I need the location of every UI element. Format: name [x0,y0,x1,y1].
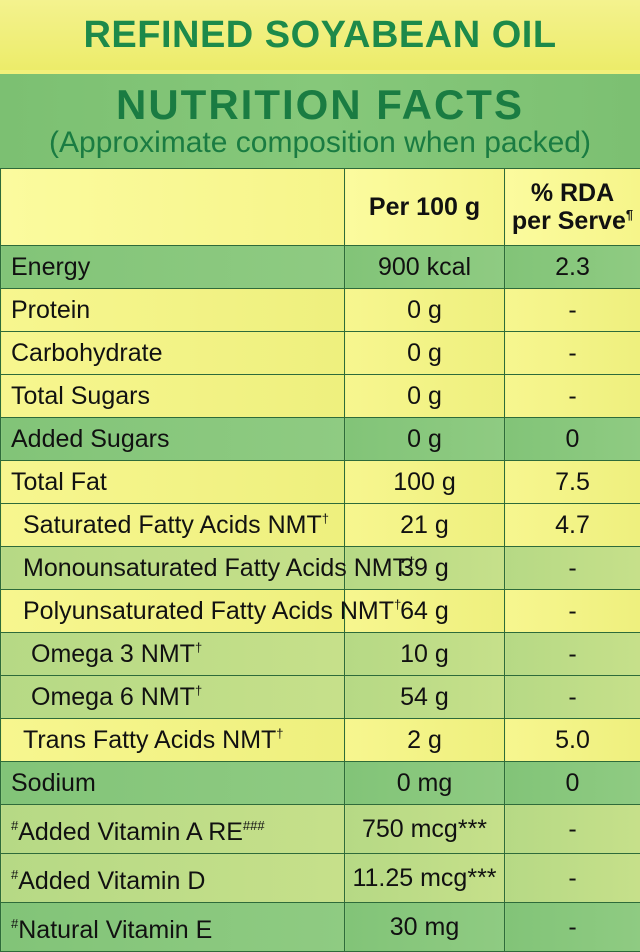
nutrient-name: Polyunsaturated Fatty Acids NMT† [1,590,345,633]
nutrient-label: Added Vitamin A RE [18,818,243,846]
table-row: Carbohydrate 0 g- [1,332,640,375]
nutrient-name: Protein [1,289,345,332]
nutrient-name: Omega 3 NMT† [1,633,345,676]
nutrient-name: Omega 6 NMT† [1,676,345,719]
table-row: Protein 0 g- [1,289,640,332]
header-per-100g: Per 100 g [345,169,505,246]
rda-value: - [505,590,640,633]
per-100g-value: 0 g [345,289,505,332]
table-row: Total Sugars 0 g- [1,375,640,418]
rda-value: - [505,332,640,375]
rda-value: - [505,289,640,332]
nutrient-label: Omega 6 NMT [31,683,195,711]
per-100g-value: 900 kcal [345,246,505,289]
nutrient-mark: † [322,511,329,526]
nutrient-name: Total Sugars [1,375,345,418]
nutrient-label: Total Fat [11,468,107,496]
header-rda-line1: % RDA [531,179,614,207]
nutrient-name: Carbohydrate [1,332,345,375]
nutrient-name: Saturated Fatty Acids NMT† [1,504,345,547]
nutrient-label: Carbohydrate [11,339,162,367]
per-100g-value: 10 g [345,633,505,676]
nutrient-mark: † [195,683,202,698]
nutrition-table: Per 100 g % RDA per Serve¶ Energy 900 kca… [0,168,640,952]
nutrition-heading: NUTRITION FACTS [0,84,640,126]
heading-block: NUTRITION FACTS (Approximate composition… [0,74,640,168]
per-100g-value: 100 g [345,461,505,504]
nutrition-subheading: (Approximate composition when packed) [0,126,640,160]
nutrient-label: Trans Fatty Acids NMT [23,726,276,754]
header-rda-mark: ¶ [626,207,633,222]
nutrient-name: Total Fat [1,461,345,504]
table-row: #Added Vitamin A RE###750 mcg***- [1,805,640,854]
per-100g-value: 21 g [345,504,505,547]
table-row: Omega 6 NMT†54 g- [1,676,640,719]
rda-value: - [505,854,640,903]
nutrient-label: Added Sugars [11,425,169,453]
table-row: Monounsaturated Fatty Acids NMT†39 g- [1,547,640,590]
nutrient-label: Omega 3 NMT [31,640,195,668]
per-100g-value: 30 mg [345,903,505,952]
nutrient-mark: † [276,726,283,741]
header-rda: % RDA per Serve¶ [505,169,640,246]
nutrient-name: #Added Vitamin A RE### [1,805,345,854]
rda-value: 2.3 [505,246,640,289]
rda-value: 0 [505,762,640,805]
nutrient-mark: † [195,640,202,655]
nutrient-label: Total Sugars [11,382,150,410]
table-row: Polyunsaturated Fatty Acids NMT†64 g- [1,590,640,633]
nutrient-label: Energy [11,253,90,281]
nutrient-label: Protein [11,296,90,324]
per-100g-value: 2 g [345,719,505,762]
nutrient-label: Monounsaturated Fatty Acids NMT [23,554,408,582]
rda-value: - [505,375,640,418]
table-row: Omega 3 NMT†10 g- [1,633,640,676]
rda-value: - [505,805,640,854]
per-100g-value: 0 g [345,332,505,375]
nutrient-name: Added Sugars [1,418,345,461]
nutrient-name: Sodium [1,762,345,805]
nutrient-label: Polyunsaturated Fatty Acids NMT [23,597,394,625]
per-100g-value: 750 mcg*** [345,805,505,854]
per-100g-value: 11.25 mcg*** [345,854,505,903]
nutrient-label: Sodium [11,769,96,797]
rda-value: 5.0 [505,719,640,762]
rda-value: - [505,547,640,590]
rda-value: - [505,633,640,676]
nutrient-name: Trans Fatty Acids NMT† [1,719,345,762]
nutrient-name: Monounsaturated Fatty Acids NMT† [1,547,345,590]
header-nutrient [1,169,345,246]
rda-value: 4.7 [505,504,640,547]
rda-value: - [505,676,640,719]
header-rda-line2: per Serve [512,207,626,235]
rda-value: 7.5 [505,461,640,504]
per-100g-value: 0 g [345,375,505,418]
rda-value: 0 [505,418,640,461]
nutrient-label: Added Vitamin D [18,867,205,895]
nutrient-label: Natural Vitamin E [18,916,212,944]
per-100g-value: 0 g [345,418,505,461]
nutrient-name: Energy [1,246,345,289]
per-100g-value: 54 g [345,676,505,719]
per-100g-value: 0 mg [345,762,505,805]
rda-value: - [505,903,640,952]
nutrient-label: Saturated Fatty Acids NMT [23,511,322,539]
table-header-row: Per 100 g % RDA per Serve¶ [1,169,640,246]
nutrient-mark: ### [243,818,265,833]
nutrient-name: #Natural Vitamin E [1,903,345,952]
product-banner: REFINED SOYABEAN OIL [0,0,640,70]
nutrient-name: #Added Vitamin D [1,854,345,903]
product-title: REFINED SOYABEAN OIL [83,14,556,57]
